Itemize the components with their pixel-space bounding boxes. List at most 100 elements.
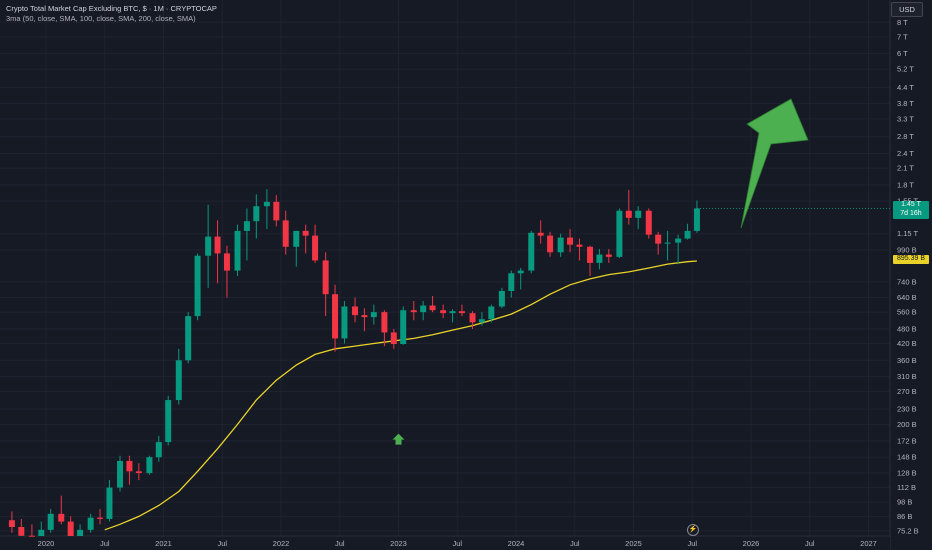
- candle-body[interactable]: [596, 254, 603, 263]
- candle-body[interactable]: [106, 487, 113, 519]
- price-tick-label: 128 B: [897, 469, 917, 478]
- candle-body[interactable]: [332, 294, 339, 339]
- candle-body[interactable]: [478, 319, 485, 323]
- candle-body[interactable]: [517, 270, 524, 274]
- candle-body[interactable]: [645, 210, 652, 235]
- candle-body[interactable]: [429, 305, 436, 311]
- candle-body[interactable]: [135, 471, 142, 474]
- candle-body[interactable]: [537, 232, 544, 236]
- candle-body[interactable]: [400, 310, 407, 345]
- price-tick-label: 360 B: [897, 356, 917, 365]
- candle-body[interactable]: [77, 529, 84, 536]
- indicator-label[interactable]: 3ma (50, close, SMA, 100, close, SMA, 20…: [6, 14, 196, 23]
- candle-body[interactable]: [293, 230, 300, 247]
- green-trend-arrow-icon[interactable]: [740, 98, 809, 229]
- price-tick-label: 148 B: [897, 453, 917, 462]
- candle-body[interactable]: [557, 237, 564, 253]
- candle-body[interactable]: [361, 315, 368, 318]
- candle-body[interactable]: [420, 305, 427, 313]
- candle-body[interactable]: [341, 306, 348, 339]
- candle-body[interactable]: [126, 460, 133, 472]
- candle-body[interactable]: [28, 535, 35, 537]
- price-tick-label: 2.8 T: [897, 132, 914, 141]
- candle-body[interactable]: [312, 235, 319, 261]
- candle-body[interactable]: [605, 254, 612, 257]
- candle-body[interactable]: [8, 520, 15, 528]
- candle-body[interactable]: [253, 206, 260, 222]
- candle-body[interactable]: [97, 517, 104, 519]
- candle-body[interactable]: [38, 529, 45, 536]
- candle-body[interactable]: [528, 232, 535, 271]
- candle-body[interactable]: [469, 313, 476, 323]
- current-price-tag: 1.45 T 7d 16h: [893, 201, 929, 219]
- candle-body[interactable]: [47, 513, 54, 530]
- candle-body[interactable]: [381, 312, 388, 333]
- price-tick-label: 5.2 T: [897, 65, 914, 74]
- candle-body[interactable]: [684, 230, 691, 239]
- price-tick-label: 2.4 T: [897, 149, 914, 158]
- time-tick-label: Jul: [217, 539, 227, 548]
- ma-price-tag: 895.39 B: [893, 255, 929, 264]
- candle-body[interactable]: [263, 201, 270, 207]
- price-tick-label: 990 B: [897, 246, 917, 255]
- candle-body[interactable]: [498, 290, 505, 307]
- candle-body[interactable]: [58, 513, 65, 522]
- price-tick-label: 7 T: [897, 32, 908, 41]
- bar-countdown: 7d 16h: [900, 209, 922, 217]
- price-tick-label: 200 B: [897, 420, 917, 429]
- candle-body[interactable]: [214, 236, 221, 254]
- candle-body[interactable]: [67, 521, 74, 536]
- candle-body[interactable]: [587, 246, 594, 263]
- candle-body[interactable]: [223, 253, 230, 271]
- candle-body[interactable]: [664, 242, 671, 244]
- up-arrow-marker-icon: [392, 433, 405, 445]
- candle-body[interactable]: [18, 527, 25, 536]
- candle-body[interactable]: [576, 244, 583, 247]
- candle-body[interactable]: [390, 332, 397, 345]
- candle-body[interactable]: [655, 234, 662, 244]
- candle-body[interactable]: [185, 316, 192, 361]
- time-tick-label: Jul: [687, 539, 697, 548]
- candle-body[interactable]: [458, 311, 465, 314]
- candle-body[interactable]: [165, 400, 172, 443]
- candle-body[interactable]: [117, 460, 124, 488]
- candle-body[interactable]: [322, 260, 329, 295]
- candle-body[interactable]: [488, 306, 495, 320]
- candle-body[interactable]: [194, 255, 201, 317]
- candle-body[interactable]: [273, 201, 280, 221]
- candle-body[interactable]: [567, 237, 574, 245]
- time-tick-label: Jul: [805, 539, 815, 548]
- candle-body[interactable]: [175, 360, 182, 401]
- candle-body[interactable]: [282, 220, 289, 247]
- candle-body[interactable]: [234, 230, 241, 271]
- currency-button[interactable]: USD: [891, 2, 923, 17]
- price-axis[interactable]: [890, 0, 932, 550]
- candle-body[interactable]: [155, 442, 162, 458]
- candle-body[interactable]: [87, 517, 94, 530]
- candle-body[interactable]: [625, 210, 632, 218]
- candle-body[interactable]: [508, 273, 515, 291]
- candle-body[interactable]: [370, 312, 377, 318]
- candle-body[interactable]: [205, 236, 212, 256]
- candle-body[interactable]: [146, 457, 153, 474]
- moving-average-line: [104, 260, 697, 531]
- price-tick-label: 98 B: [897, 498, 912, 507]
- price-tick-label: 8 T: [897, 18, 908, 27]
- candle-body[interactable]: [352, 306, 359, 316]
- time-tick-label: 2024: [508, 539, 525, 548]
- time-tick-label: 2026: [743, 539, 760, 548]
- candle-body[interactable]: [675, 238, 682, 243]
- candle-body[interactable]: [410, 310, 417, 313]
- candle-body[interactable]: [440, 310, 447, 314]
- candle-body[interactable]: [302, 230, 309, 236]
- lightning-icon[interactable]: ⚡: [687, 524, 699, 536]
- time-axis[interactable]: [0, 536, 890, 550]
- candle-body[interactable]: [693, 208, 700, 231]
- candle-body[interactable]: [449, 311, 456, 314]
- candle-body[interactable]: [243, 221, 250, 231]
- candle-body[interactable]: [635, 210, 642, 218]
- candle-body[interactable]: [616, 210, 623, 257]
- candle-body[interactable]: [547, 235, 554, 253]
